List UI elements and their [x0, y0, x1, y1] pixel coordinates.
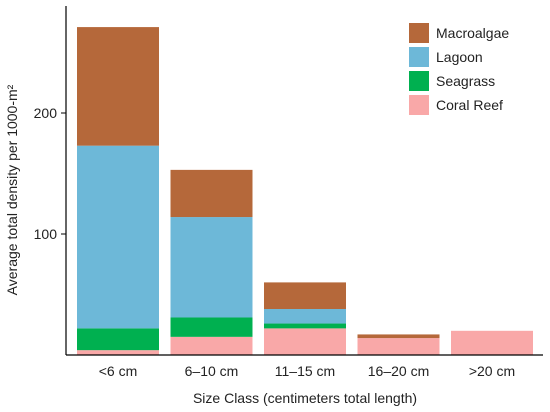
bar-seagrass-3 — [264, 323, 346, 329]
bar-lagoon-1 — [77, 145, 159, 329]
x-tick-label: 6–10 cm — [185, 363, 239, 379]
legend-label-coral-reef: Coral Reef — [436, 97, 503, 113]
x-tick-label: >20 cm — [469, 363, 515, 379]
y-axis-ticks: 100 200 — [34, 105, 66, 242]
bar-coral-reef-4 — [357, 338, 440, 355]
x-tick-label: <6 cm — [99, 363, 138, 379]
x-tick-label: 16–20 cm — [368, 363, 429, 379]
legend-swatch-lagoon — [409, 47, 429, 67]
y-axis-label: Average total density per 1000-m² — [4, 84, 20, 295]
bar-coral-reef-5 — [451, 330, 533, 355]
x-tick-label: 11–15 cm — [275, 363, 335, 379]
bar-seagrass-1 — [77, 328, 159, 351]
bar-coral-reef-3 — [264, 328, 346, 355]
legend-swatch-coral-reef — [409, 95, 429, 115]
y-tick-label: 200 — [34, 105, 58, 121]
bar-lagoon-3 — [264, 309, 346, 324]
bar-lagoon-2 — [170, 217, 253, 318]
legend-label-lagoon: Lagoon — [436, 49, 483, 65]
bar-macroalgae-4 — [357, 334, 440, 339]
legend: Macroalgae Lagoon Seagrass Coral Reef — [409, 23, 509, 115]
bar-macroalgae-2 — [170, 169, 253, 218]
x-axis-ticks: <6 cm 6–10 cm 11–15 cm 16–20 cm >20 cm — [99, 363, 515, 379]
plot-area — [77, 27, 533, 355]
legend-label-macroalgae: Macroalgae — [436, 25, 509, 41]
bar-macroalgae-1 — [77, 27, 159, 146]
bar-coral-reef-1 — [77, 350, 159, 355]
bar-seagrass-2 — [170, 317, 253, 337]
bar-coral-reef-2 — [170, 336, 253, 355]
y-tick-label: 100 — [34, 226, 58, 242]
legend-label-seagrass: Seagrass — [436, 73, 495, 89]
legend-swatch-macroalgae — [409, 23, 429, 43]
legend-swatch-seagrass — [409, 71, 429, 91]
bar-macroalgae-3 — [264, 282, 346, 310]
x-axis-label: Size Class (centimeters total length) — [193, 390, 417, 406]
